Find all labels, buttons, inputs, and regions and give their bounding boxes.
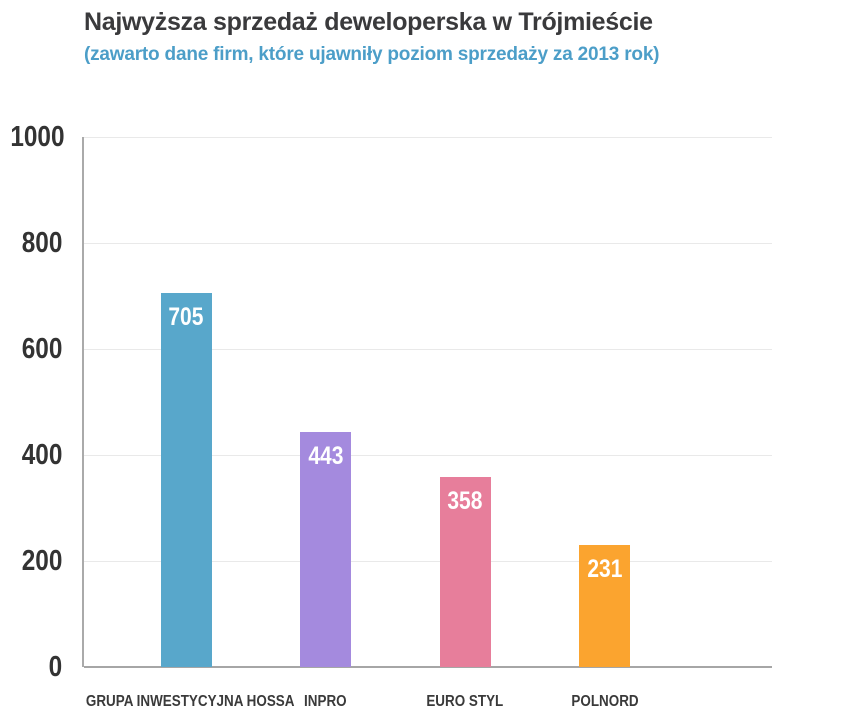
chart-title: Najwyższa sprzedaż deweloperska w Trójmi… bbox=[84, 8, 653, 36]
x-category-label: GRUPA INWESTYCYJNA HOSSA bbox=[66, 693, 306, 711]
bar-value-label: 358 bbox=[440, 477, 491, 516]
bar-value: 231 bbox=[586, 554, 623, 583]
bar-value: 358 bbox=[447, 487, 483, 516]
gridline bbox=[84, 136, 772, 138]
x-axis-line bbox=[84, 666, 772, 668]
y-tick-label: 0 bbox=[0, 651, 62, 683]
gridline bbox=[84, 454, 772, 456]
bar: 443 bbox=[300, 432, 351, 667]
bar-value: 705 bbox=[168, 303, 204, 332]
y-tick-value: 400 bbox=[21, 439, 62, 471]
y-tick-label: 400 bbox=[0, 439, 62, 471]
bar-value: 443 bbox=[307, 442, 344, 471]
y-tick-value: 200 bbox=[21, 545, 62, 577]
y-tick-label: 800 bbox=[0, 227, 62, 259]
bar: 358 bbox=[439, 477, 491, 667]
y-tick-value: 1000 bbox=[10, 121, 65, 153]
y-axis-line bbox=[82, 137, 84, 667]
x-category-label: INPRO bbox=[206, 693, 446, 711]
y-tick-label: 200 bbox=[0, 545, 62, 577]
gridline bbox=[84, 560, 772, 562]
chart-subtitle: (zawarto dane firm, które ujawniły pozio… bbox=[84, 44, 660, 65]
x-category-label: EURO STYL bbox=[345, 693, 585, 711]
y-tick-label: 1000 bbox=[0, 121, 65, 153]
bar: 231 bbox=[579, 544, 630, 667]
bar: 705 bbox=[160, 293, 212, 667]
y-tick-value: 800 bbox=[21, 227, 62, 259]
x-category-label: POLNORD bbox=[485, 693, 725, 711]
x-category-name: POLNORD bbox=[570, 693, 639, 710]
x-category-name: GRUPA INWESTYCYJNA HOSSA bbox=[85, 693, 295, 710]
bar-value-label: 705 bbox=[161, 293, 212, 332]
gridline bbox=[84, 348, 772, 350]
y-tick-value: 600 bbox=[21, 333, 62, 365]
x-category-name: INPRO bbox=[304, 693, 347, 710]
gridline bbox=[84, 242, 772, 244]
bar-value-label: 231 bbox=[579, 545, 630, 584]
y-tick-value: 0 bbox=[48, 651, 62, 683]
bar-value-label: 443 bbox=[300, 432, 351, 471]
y-tick-label: 600 bbox=[0, 333, 62, 365]
x-category-name: EURO STYL bbox=[426, 693, 504, 710]
